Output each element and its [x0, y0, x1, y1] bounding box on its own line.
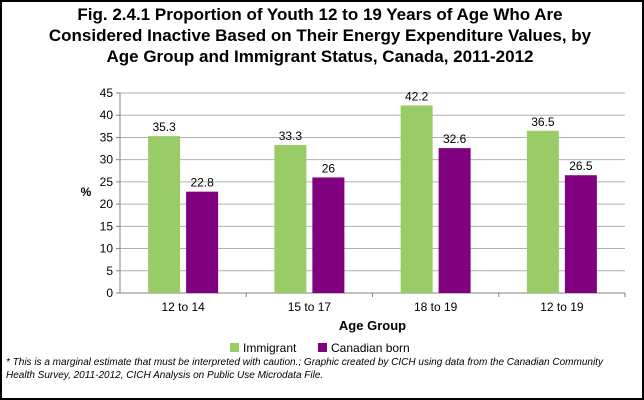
y-axis-label: % [81, 185, 92, 199]
y-tick-label: 30 [100, 153, 114, 167]
x-tick-label: 15 to 17 [288, 300, 332, 314]
chart-title-line-3: Age Group and Immigrant Status, Canada, … [106, 47, 534, 66]
y-tick-label: 10 [100, 242, 114, 256]
y-tick-label: 40 [100, 108, 114, 122]
y-tick-label: 35 [100, 130, 114, 144]
data-label: 36.5 [531, 115, 555, 129]
bar [274, 145, 307, 293]
y-tick-label: 20 [100, 197, 114, 211]
chart-footnote: * This is a marginal estimate that must … [6, 357, 603, 381]
data-label: 26.5 [569, 159, 593, 173]
bar [186, 191, 219, 293]
x-axis-label: Age Group [339, 318, 406, 333]
x-tick-label: 12 to 19 [540, 300, 584, 314]
y-tick-label: 5 [106, 264, 113, 278]
bar [400, 105, 433, 293]
y-tick-label: 0 [106, 286, 113, 300]
data-label: 33.3 [279, 129, 303, 143]
legend-swatch [230, 343, 239, 352]
y-tick-label: 15 [100, 219, 114, 233]
data-label: 42.2 [405, 89, 429, 103]
bar [526, 130, 559, 293]
legend-label: Canadian born [331, 341, 410, 355]
legend-label: Immigrant [243, 341, 297, 355]
bar [148, 136, 181, 293]
data-label: 22.8 [190, 176, 214, 190]
legend-swatch [318, 343, 327, 352]
chart-title: Fig. 2.4.1 Proportion of Youth 12 to 19 … [0, 4, 640, 67]
y-tick-label: 25 [100, 175, 114, 189]
bar [438, 148, 471, 293]
data-label: 32.6 [443, 132, 467, 146]
chart-title-line-1: Fig. 2.4.1 Proportion of Youth 12 to 19 … [77, 5, 563, 24]
bar [312, 177, 345, 293]
data-label: 26 [322, 161, 336, 175]
chart-title-line-2: Considered Inactive Based on Their Energ… [48, 26, 592, 45]
y-tick-label: 45 [100, 86, 114, 100]
bar [564, 175, 597, 293]
x-tick-label: 12 to 14 [161, 300, 205, 314]
data-label: 35.3 [152, 120, 176, 134]
x-tick-label: 18 to 19 [414, 300, 458, 314]
